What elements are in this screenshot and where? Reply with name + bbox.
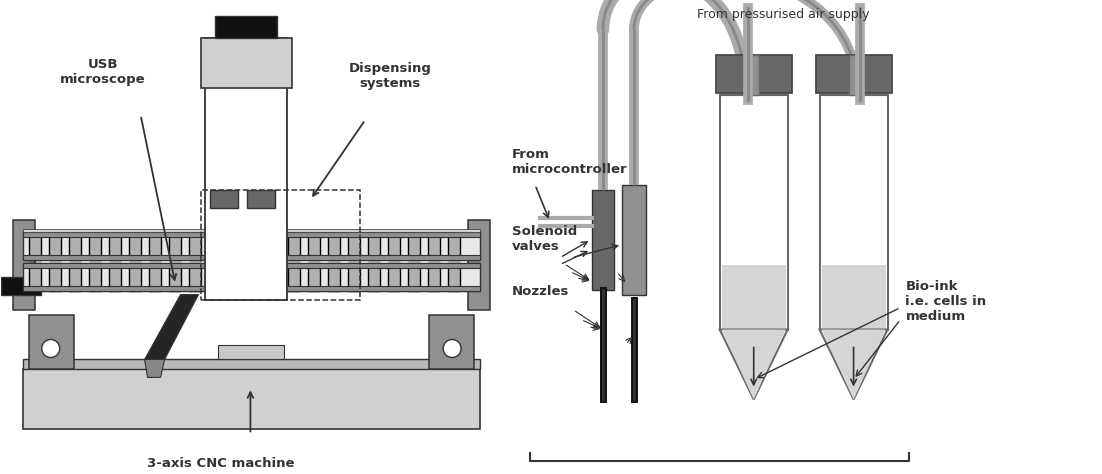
FancyBboxPatch shape — [23, 232, 480, 237]
FancyBboxPatch shape — [309, 232, 321, 260]
FancyBboxPatch shape — [722, 264, 786, 329]
FancyBboxPatch shape — [23, 263, 480, 291]
FancyBboxPatch shape — [228, 232, 240, 260]
FancyBboxPatch shape — [23, 286, 480, 291]
FancyBboxPatch shape — [748, 55, 758, 95]
Polygon shape — [720, 329, 788, 400]
FancyBboxPatch shape — [23, 232, 480, 260]
FancyBboxPatch shape — [592, 190, 614, 290]
FancyBboxPatch shape — [228, 263, 240, 291]
FancyBboxPatch shape — [309, 263, 321, 291]
FancyBboxPatch shape — [368, 232, 380, 260]
FancyBboxPatch shape — [622, 185, 646, 294]
FancyBboxPatch shape — [289, 263, 301, 291]
FancyBboxPatch shape — [29, 315, 74, 369]
FancyBboxPatch shape — [23, 359, 480, 369]
FancyBboxPatch shape — [29, 263, 41, 291]
FancyBboxPatch shape — [149, 232, 161, 260]
Polygon shape — [144, 359, 164, 377]
FancyBboxPatch shape — [429, 263, 440, 291]
FancyBboxPatch shape — [388, 263, 400, 291]
FancyBboxPatch shape — [408, 232, 420, 260]
Text: Nozzles: Nozzles — [512, 284, 570, 298]
Polygon shape — [820, 329, 887, 400]
Text: USB
microscope: USB microscope — [60, 58, 145, 86]
FancyBboxPatch shape — [449, 263, 461, 291]
FancyBboxPatch shape — [429, 232, 440, 260]
FancyBboxPatch shape — [149, 263, 161, 291]
FancyBboxPatch shape — [23, 369, 480, 429]
FancyBboxPatch shape — [720, 95, 788, 329]
FancyBboxPatch shape — [88, 263, 100, 291]
FancyBboxPatch shape — [205, 38, 288, 300]
FancyBboxPatch shape — [849, 55, 858, 95]
FancyBboxPatch shape — [208, 263, 220, 291]
FancyBboxPatch shape — [388, 232, 400, 260]
FancyBboxPatch shape — [269, 232, 280, 260]
FancyBboxPatch shape — [368, 263, 380, 291]
FancyBboxPatch shape — [129, 263, 141, 291]
Text: Solenoid
valves: Solenoid valves — [512, 225, 577, 253]
Text: 3-axis CNC machine: 3-axis CNC machine — [147, 457, 294, 470]
Text: From pressurised air supply: From pressurised air supply — [698, 8, 869, 21]
FancyBboxPatch shape — [468, 219, 490, 310]
FancyBboxPatch shape — [109, 232, 120, 260]
FancyBboxPatch shape — [23, 263, 480, 268]
Text: From
microcontroller: From microcontroller — [512, 148, 628, 176]
FancyBboxPatch shape — [328, 232, 341, 260]
FancyBboxPatch shape — [48, 232, 61, 260]
FancyBboxPatch shape — [248, 263, 260, 291]
FancyBboxPatch shape — [348, 263, 360, 291]
FancyBboxPatch shape — [822, 264, 886, 329]
FancyBboxPatch shape — [716, 55, 791, 93]
FancyBboxPatch shape — [289, 232, 301, 260]
FancyBboxPatch shape — [169, 232, 181, 260]
FancyBboxPatch shape — [129, 232, 141, 260]
FancyBboxPatch shape — [208, 232, 220, 260]
FancyBboxPatch shape — [429, 315, 474, 369]
Text: Dispensing
systems: Dispensing systems — [349, 62, 432, 90]
FancyBboxPatch shape — [218, 345, 284, 359]
FancyBboxPatch shape — [23, 255, 480, 260]
FancyBboxPatch shape — [29, 232, 41, 260]
FancyBboxPatch shape — [169, 263, 181, 291]
FancyBboxPatch shape — [248, 190, 276, 208]
Polygon shape — [144, 294, 198, 359]
FancyBboxPatch shape — [269, 263, 280, 291]
FancyBboxPatch shape — [210, 190, 238, 208]
FancyBboxPatch shape — [188, 263, 201, 291]
Circle shape — [443, 339, 461, 357]
FancyBboxPatch shape — [820, 95, 887, 329]
Polygon shape — [822, 329, 886, 400]
FancyBboxPatch shape — [23, 228, 480, 232]
FancyBboxPatch shape — [216, 16, 278, 38]
Polygon shape — [722, 329, 786, 400]
FancyBboxPatch shape — [1, 277, 41, 294]
FancyBboxPatch shape — [68, 232, 80, 260]
FancyBboxPatch shape — [201, 38, 292, 88]
Circle shape — [42, 339, 60, 357]
FancyBboxPatch shape — [348, 232, 360, 260]
FancyBboxPatch shape — [248, 232, 260, 260]
FancyBboxPatch shape — [328, 263, 341, 291]
Text: Bio-ink
i.e. cells in
medium: Bio-ink i.e. cells in medium — [906, 280, 986, 323]
FancyBboxPatch shape — [815, 55, 892, 93]
FancyBboxPatch shape — [188, 232, 201, 260]
FancyBboxPatch shape — [13, 219, 35, 310]
FancyBboxPatch shape — [449, 232, 461, 260]
FancyBboxPatch shape — [68, 263, 80, 291]
FancyBboxPatch shape — [408, 263, 420, 291]
FancyBboxPatch shape — [48, 263, 61, 291]
FancyBboxPatch shape — [109, 263, 120, 291]
FancyBboxPatch shape — [88, 232, 100, 260]
